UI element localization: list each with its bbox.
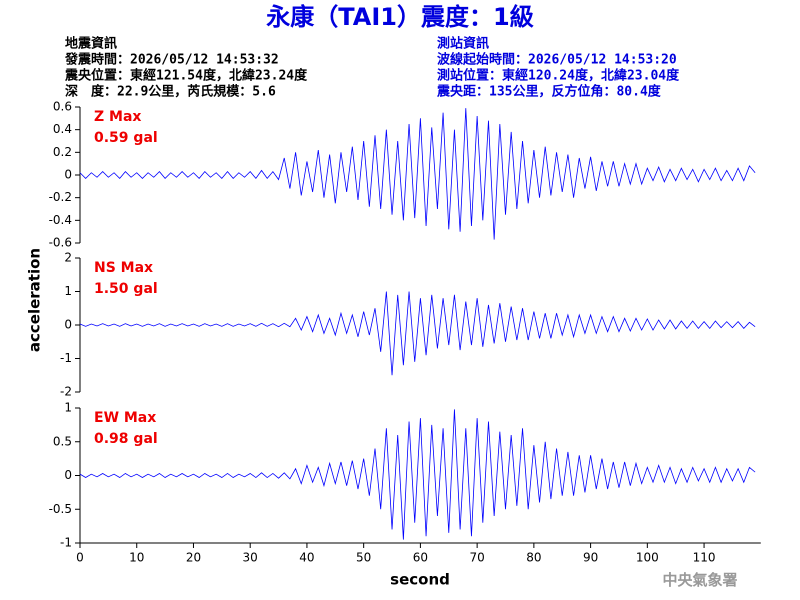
- y-tick-label: 0.5: [53, 434, 72, 448]
- waveform: [79, 409, 756, 540]
- max-annotation: 1.50 gal: [94, 281, 158, 297]
- info-left: 震央位置：東經121.54度，北緯23.24度: [64, 68, 308, 84]
- x-tick-label: 0: [76, 551, 84, 565]
- x-tick-label: 30: [243, 551, 258, 565]
- x-tick-label: 20: [186, 551, 201, 565]
- y-tick-label: -0.4: [49, 213, 72, 227]
- info-left: 深 度：22.9公里，芮氏規模：5.6: [65, 84, 276, 100]
- y-axis-label: acceleration: [26, 248, 44, 352]
- info-right: 波線起始時間：2026/05/12 14:53:20: [437, 52, 677, 68]
- x-axis-label: second: [390, 571, 450, 589]
- y-tick-label: -0.2: [49, 190, 72, 204]
- y-tick-label: 0.6: [53, 100, 72, 114]
- max-annotation: Z Max: [94, 109, 141, 125]
- info-right: 測站資訊: [437, 36, 489, 52]
- x-tick-label: 10: [129, 551, 144, 565]
- title: 永康（TAI1）震度：1級: [266, 3, 533, 31]
- y-tick-label: -1: [60, 536, 72, 550]
- y-tick-label: 0: [64, 468, 72, 482]
- y-tick-label: 0.4: [53, 122, 72, 136]
- y-tick-label: 0: [64, 168, 72, 182]
- x-tick-label: 60: [413, 551, 428, 565]
- footer: 中央氣象署: [662, 571, 737, 589]
- max-annotation: 0.59 gal: [94, 130, 158, 146]
- info-left: 發震時間：2026/05/12 14:53:32: [64, 52, 279, 68]
- x-tick-label: 40: [299, 551, 314, 565]
- y-tick-label: 1: [64, 284, 72, 298]
- waveform: [79, 291, 756, 376]
- max-annotation: EW Max: [94, 410, 156, 426]
- info-left: 地震資訊: [65, 36, 117, 52]
- y-tick-label: 0: [64, 318, 72, 332]
- y-tick-label: -0.6: [49, 236, 72, 250]
- info-right: 測站位置：東經120.24度，北緯23.04度: [437, 68, 680, 84]
- y-tick-label: 0.2: [53, 145, 72, 159]
- max-annotation: NS Max: [94, 260, 153, 276]
- y-tick-label: -1: [60, 351, 72, 365]
- y-tick-label: 1: [64, 401, 72, 415]
- x-tick-label: 90: [583, 551, 598, 565]
- waveform: [79, 108, 756, 240]
- x-tick-label: 100: [636, 551, 659, 565]
- max-annotation: 0.98 gal: [94, 431, 158, 447]
- info-right: 震央距：135公里，反方位角：80.4度: [436, 84, 662, 100]
- y-tick-label: -2: [60, 385, 72, 399]
- x-tick-label: 110: [693, 551, 716, 565]
- x-tick-label: 80: [526, 551, 541, 565]
- x-tick-label: 50: [356, 551, 371, 565]
- y-tick-label: 2: [64, 251, 72, 265]
- x-tick-label: 70: [469, 551, 484, 565]
- y-tick-label: -0.5: [49, 502, 72, 516]
